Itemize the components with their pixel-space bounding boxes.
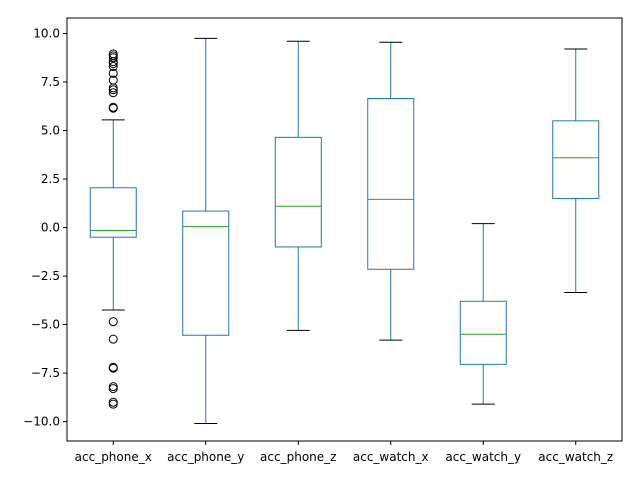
plot-area [89,37,600,425]
box-group-acc_watch_z [552,48,600,294]
axes-frame [66,17,623,442]
x-tick-label: acc_phone_x [75,450,152,464]
y-tick-label: 2.5 [41,172,60,186]
y-tick-label: 5.0 [41,124,60,138]
y-axis: −10.0 −7.5 −5.0 −2.5 0.0 2.5 5.0 7.5 10.0 [23,27,67,429]
outlier-point [108,62,118,72]
outlier-point [108,75,118,85]
outlier-point [108,334,118,344]
y-tick-label: −2.5 [31,269,60,283]
x-tick-label: acc_watch_z [538,450,613,464]
y-tick-label: 7.5 [41,75,60,89]
outlier-point [108,363,118,373]
x-tick-label: acc_watch_x [353,450,429,464]
outlier-point [108,88,118,98]
y-tick-label: 10.0 [33,27,60,41]
x-tick-label: acc_phone_z [260,450,336,464]
x-tick-label: acc_watch_y [445,450,521,464]
box-group-acc_watch_x [367,41,415,341]
box-group-acc_phone_x [89,49,137,409]
box-iqr [274,136,322,248]
box-iqr [182,210,230,336]
outlier-point [108,68,118,78]
y-tick-label: −7.5 [31,366,60,380]
box-iqr [367,98,415,270]
box-iqr [89,187,137,238]
x-axis: acc_phone_x acc_phone_y acc_phone_z acc_wat… [75,441,613,464]
outlier-point [108,399,118,409]
outlier-point [108,49,118,59]
box-iqr [552,120,600,199]
y-tick-label: 0.0 [41,221,60,235]
y-tick-label: −10.0 [23,415,60,429]
box-group-acc_watch_y [459,223,507,405]
x-tick-label: acc_phone_y [167,450,244,464]
y-tick-label: −5.0 [31,318,60,332]
outlier-point [108,102,118,112]
box-iqr [459,300,507,365]
outlier-point [108,384,118,394]
box-group-acc_phone_y [182,37,230,425]
box-group-acc_phone_z [274,40,322,331]
outlier-point [108,317,118,327]
